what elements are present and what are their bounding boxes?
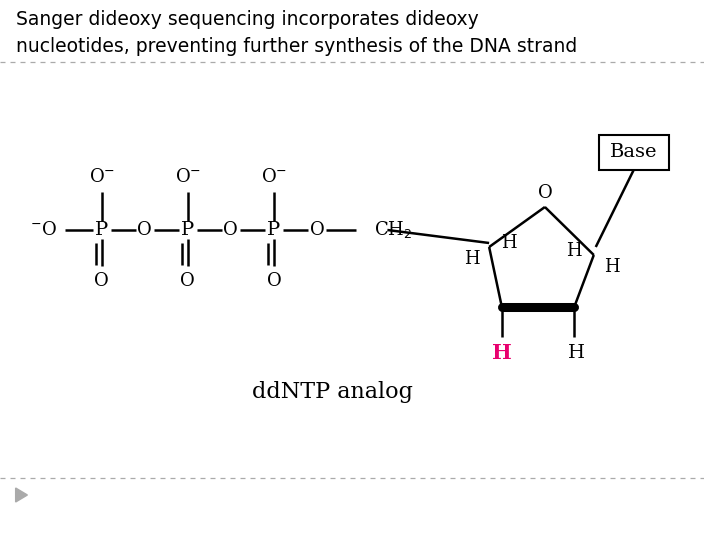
Text: O: O (181, 272, 195, 290)
Text: $^{-}$O: $^{-}$O (30, 221, 57, 239)
Text: CH$_2$: CH$_2$ (374, 219, 412, 240)
Text: O: O (138, 221, 152, 239)
Text: H: H (464, 250, 480, 268)
Text: H: H (603, 258, 619, 276)
Text: O$^{-}$: O$^{-}$ (261, 168, 287, 186)
Text: P: P (95, 221, 109, 239)
Text: P: P (181, 221, 194, 239)
Text: O$^{-}$: O$^{-}$ (89, 168, 114, 186)
Text: O: O (310, 221, 324, 239)
Text: H: H (492, 343, 512, 363)
Text: O: O (223, 221, 238, 239)
Text: H: H (501, 234, 516, 252)
Text: Sanger dideoxy sequencing incorporates dideoxy
nucleotides, preventing further s: Sanger dideoxy sequencing incorporates d… (16, 10, 577, 56)
Polygon shape (16, 488, 27, 502)
Text: O$^{-}$: O$^{-}$ (175, 168, 201, 186)
Text: H: H (567, 344, 585, 362)
Text: O: O (539, 184, 553, 202)
Text: Base: Base (610, 143, 657, 161)
Text: H: H (567, 242, 582, 260)
Text: O: O (266, 272, 282, 290)
Text: P: P (267, 221, 281, 239)
Bar (599, 134, 669, 170)
Text: O: O (94, 272, 109, 290)
Text: ddNTP analog: ddNTP analog (252, 381, 413, 403)
